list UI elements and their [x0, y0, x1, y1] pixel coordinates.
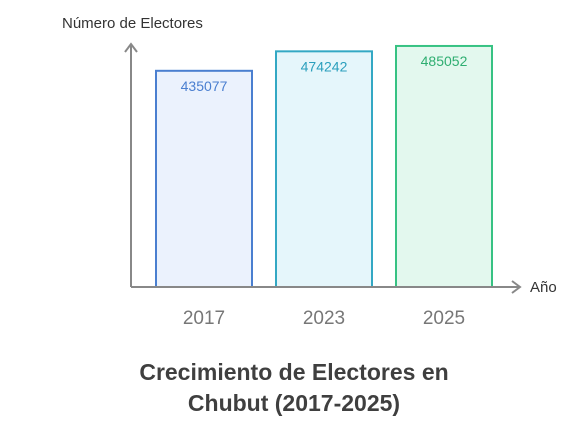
- data-label-2017: 435077: [181, 78, 228, 94]
- bar-2023: [275, 50, 373, 288]
- bar-chart: Número de Electores Año 435077 2017 474242…: [62, 15, 557, 329]
- x-axis-arrow: [511, 280, 522, 294]
- chart-title-line-2: Chubut (2017-2025): [187, 390, 401, 416]
- y-axis-arrow: [124, 42, 138, 53]
- bar-2017: [155, 69, 253, 288]
- bar-2025: [395, 44, 493, 288]
- chart-title-line-1: Crecimiento de Electores en: [139, 359, 449, 385]
- x-tick-label-2017: 2017: [183, 308, 225, 329]
- x-tick-label-2025: 2025: [423, 308, 465, 329]
- y-axis-label: Número de Electores: [62, 15, 203, 32]
- data-label-2025: 485052: [421, 53, 468, 69]
- x-axis-label: Año: [530, 279, 557, 296]
- x-tick-label-2023: 2023: [303, 308, 345, 329]
- data-label-2023: 474242: [301, 58, 348, 74]
- chart-title: Crecimiento de Electores en Chubut (2017…: [0, 357, 588, 419]
